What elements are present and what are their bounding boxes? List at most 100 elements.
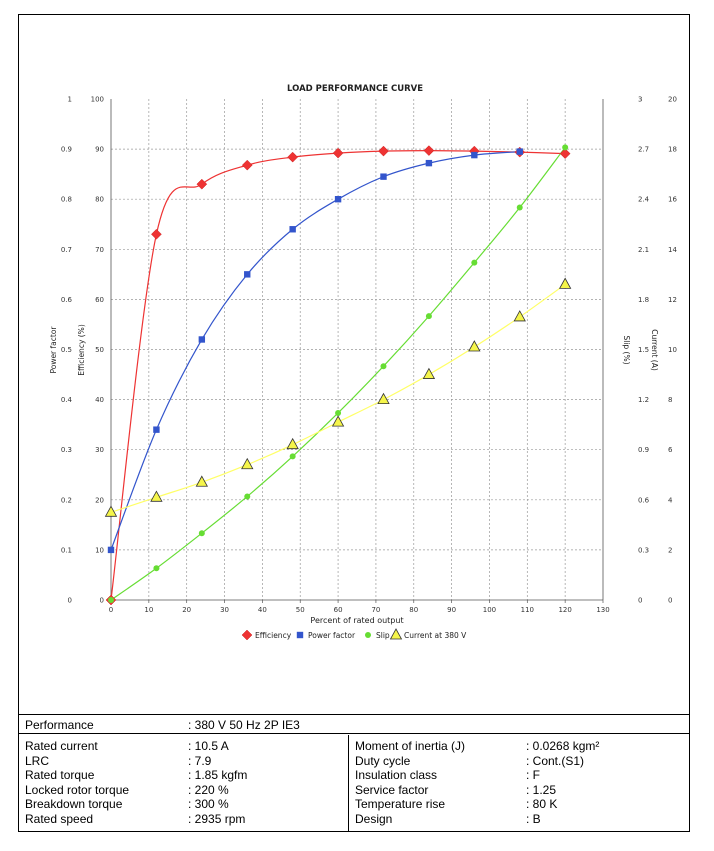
y-tick-label-pf: 0.1 (61, 546, 72, 554)
spec-label: Breakdown torque (25, 797, 123, 811)
y-tick-label-cur: 8 (668, 396, 672, 404)
data-point (559, 148, 571, 159)
spec-label: Locked rotor torque (25, 782, 130, 797)
x-tick-label: 70 (371, 606, 380, 614)
y-tick-label-cur: 16 (668, 196, 677, 204)
y-tick-label-eff: 40 (95, 396, 104, 404)
y-tick-label-slip: 2.4 (638, 196, 650, 204)
legend-label: Power factor (308, 631, 356, 640)
spec-value: : F (526, 768, 540, 782)
data-point (153, 565, 160, 572)
performance-label: Performance (25, 718, 94, 732)
y-tick-label-cur: 18 (668, 146, 677, 154)
y-tick-label-cur: 20 (668, 96, 677, 104)
data-point (195, 475, 209, 487)
y-tick-label-cur: 10 (668, 346, 677, 354)
spec-value: : 300 % (188, 797, 229, 811)
spec-value: : 1.85 kgfm (188, 768, 248, 782)
y-tick-label-eff: 100 (91, 96, 104, 104)
y-tick-label-slip: 3 (638, 96, 642, 104)
y-tick-label-eff: 0 (100, 597, 104, 605)
legend-label: Current at 380 V (404, 631, 467, 640)
axis-title-cur: Current (A) (650, 329, 659, 371)
data-point (289, 226, 296, 233)
y-tick-label-eff: 50 (95, 346, 104, 354)
y-tick-label-eff: 10 (95, 546, 104, 554)
data-point (334, 196, 342, 203)
data-point (107, 546, 115, 554)
y-tick-label-pf: 0.7 (61, 246, 72, 254)
y-tick-label-pf: 0.2 (61, 496, 72, 504)
legend-label: Efficiency (255, 631, 292, 640)
data-point (286, 437, 299, 450)
data-point (241, 159, 253, 171)
spec-label: Rated current (25, 739, 98, 753)
x-tick-label: 0 (109, 606, 113, 614)
y-tick-label-pf: 0.8 (61, 196, 72, 204)
x-tick-label: 100 (483, 606, 496, 614)
y-tick-label-pf: 0.5 (61, 346, 72, 354)
y-tick-label-cur: 12 (668, 296, 677, 304)
y-tick-label-pf: 0.3 (61, 446, 72, 454)
x-tick-label: 30 (220, 606, 229, 614)
x-tick-label: 130 (596, 606, 609, 614)
x-tick-label: 60 (334, 606, 343, 614)
y-tick-label-pf: 0.4 (61, 396, 73, 404)
y-tick-label-eff: 80 (95, 196, 104, 204)
spec-value: : 80 K (526, 797, 558, 811)
spec-label: Design (355, 811, 393, 826)
data-point (198, 530, 205, 537)
spec-label: Service factor (355, 782, 429, 797)
spec-label: Rated torque (25, 768, 95, 782)
y-tick-label-cur: 0 (668, 597, 672, 605)
data-point (516, 204, 523, 211)
y-tick-label-slip: 1.5 (638, 346, 649, 354)
y-tick-label-slip: 2.1 (638, 246, 649, 254)
x-tick-label: 20 (182, 606, 191, 614)
spec-label: Temperature rise (355, 797, 446, 811)
data-point (516, 148, 523, 155)
y-tick-label-pf: 0.6 (61, 296, 73, 304)
spec-value: : 2935 rpm (188, 811, 246, 826)
data-point (422, 367, 436, 379)
legend-marker (241, 629, 253, 641)
x-tick-label: 120 (558, 606, 571, 614)
legend-marker (365, 632, 371, 638)
legend-marker (296, 631, 304, 639)
spec-value: : 10.5 A (188, 739, 229, 753)
y-tick-label-eff: 70 (95, 246, 104, 254)
data-point (423, 145, 435, 156)
spec-label: Duty cycle (355, 753, 411, 768)
data-point (380, 363, 387, 370)
y-tick-label-eff: 90 (95, 146, 104, 154)
legend-label: Slip (376, 631, 390, 640)
load-performance-chart: 0 10 20 30 40 50 60 70 80 90 100 110 120 13000.10.20.… (49, 84, 677, 641)
series-line-slip (110, 147, 566, 601)
y-tick-label-slip: 2.7 (638, 146, 649, 154)
spec-value: : 220 % (188, 782, 229, 797)
y-tick-label-eff: 20 (95, 496, 104, 504)
data-point (104, 505, 118, 517)
y-tick-label-cur: 2 (668, 546, 672, 554)
data-point (425, 159, 433, 167)
spec-table: Performance : 380 V 50 Hz 2P IE3 Rated c… (18, 714, 690, 832)
data-point (108, 597, 114, 603)
spec-value: : B (526, 811, 541, 826)
data-point (425, 313, 432, 320)
data-point (558, 277, 572, 289)
data-point (562, 144, 569, 151)
data-point (151, 228, 162, 240)
data-point (150, 490, 163, 502)
data-point (198, 336, 206, 343)
spec-label: Rated speed (25, 811, 94, 826)
data-point (380, 173, 387, 180)
x-tick-label: 50 (296, 606, 305, 614)
data-point (244, 493, 251, 500)
spec-value: : 7.9 (188, 753, 212, 768)
data-point (468, 340, 481, 352)
y-tick-label-cur: 6 (668, 446, 673, 454)
data-point (196, 178, 208, 190)
x-tick-label: 90 (447, 606, 456, 614)
y-tick-label-slip: 0.9 (638, 446, 649, 454)
spec-label: LRC (25, 753, 50, 768)
